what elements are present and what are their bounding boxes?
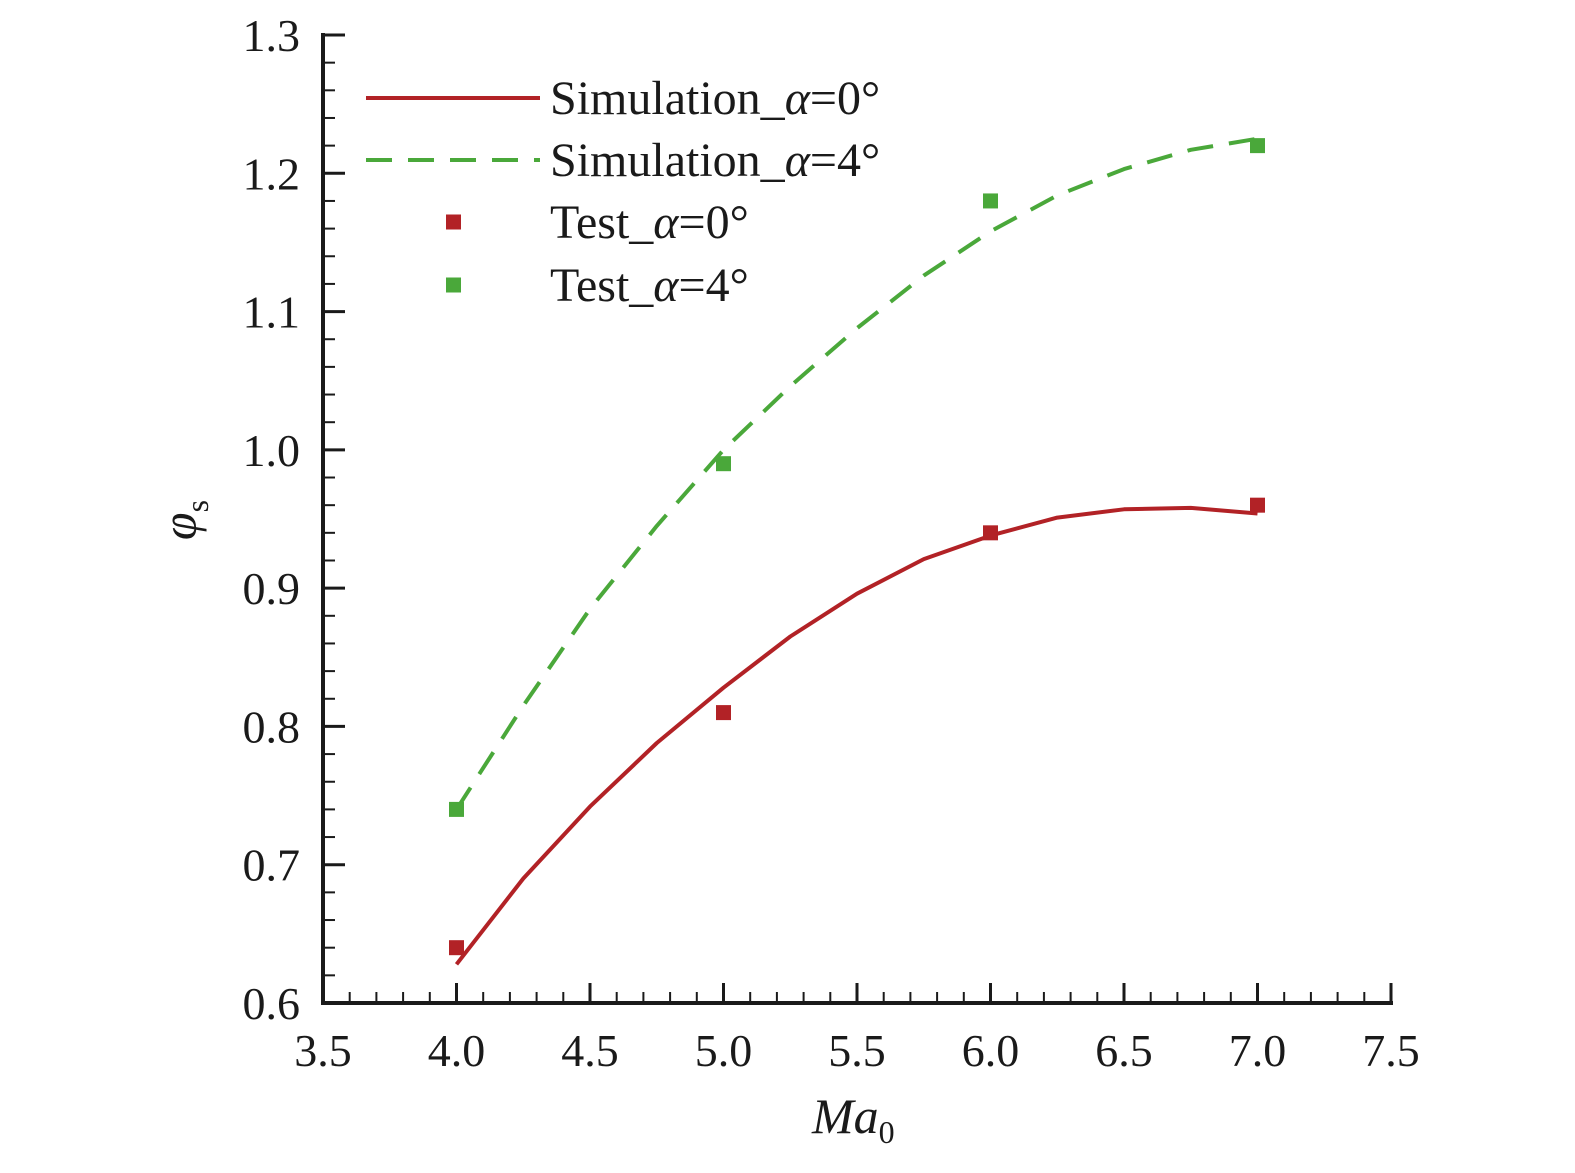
x-tick-label: 7.5 — [1362, 1025, 1420, 1076]
plot-area — [449, 136, 1265, 966]
y-tick-label: 1.2 — [243, 148, 301, 199]
test-point-3 — [983, 193, 998, 209]
y-axis-title-sub: s — [179, 500, 215, 512]
x-tick-label: 6.0 — [962, 1025, 1020, 1076]
ticks — [321, 33, 1393, 1005]
y-tick-label: 0.7 — [243, 840, 301, 891]
x-axis-title: Ma0 — [811, 1088, 895, 1150]
y-axis-title-text: φs — [151, 500, 215, 540]
y-tick-label: 1.1 — [243, 287, 301, 338]
legend-marker-3 — [446, 277, 461, 293]
test-point-2 — [1250, 497, 1265, 513]
legend-label-3: Test_α=4° — [550, 259, 749, 312]
y-tick-label: 0.6 — [243, 978, 301, 1029]
y-axis-title: φs — [151, 500, 215, 540]
x-axis-title-main: Ma — [811, 1088, 879, 1144]
x-tick-label: 7.0 — [1229, 1025, 1287, 1076]
test-point-2 — [449, 940, 464, 956]
test-point-3 — [1250, 138, 1265, 154]
x-tick-label: 5.0 — [695, 1025, 753, 1076]
y-tick-label: 0.8 — [243, 701, 301, 752]
legend-label-2: Test_α=0° — [550, 196, 749, 249]
test-point-2 — [983, 525, 998, 541]
x-tick-label: 4.5 — [561, 1025, 619, 1076]
legend-marker-2 — [446, 214, 461, 230]
legend-label-1: Simulation_α=4° — [550, 134, 880, 187]
x-tick-label: 3.5 — [294, 1025, 352, 1076]
tick-labels: 3.5 4.0 4.5 5.0 5.5 6.0 6.5 7.0 7.5 0.6 0.7 0.8 0.9 1… — [243, 10, 1420, 1076]
series-line-1 — [454, 136, 1258, 811]
x-tick-label: 4.0 — [428, 1025, 486, 1076]
series-line-0 — [454, 505, 1258, 966]
x-tick-label: 5.5 — [828, 1025, 886, 1076]
test-point-3 — [449, 801, 464, 817]
y-tick-label: 1.3 — [243, 10, 301, 61]
y-tick-label: 1.0 — [243, 425, 301, 476]
legend: Simulation_α=0° Simulation_α=4° Test_α=0° T… — [366, 72, 880, 312]
legend-label-0: Simulation_α=0° — [550, 72, 880, 125]
y-tick-label: 0.9 — [243, 563, 301, 614]
x-tick-label: 6.5 — [1095, 1025, 1153, 1076]
test-point-3 — [716, 456, 731, 472]
test-point-2 — [716, 705, 731, 721]
y-axis-title-main: φ — [151, 512, 207, 540]
x-axis-title-sub: 0 — [879, 1114, 895, 1150]
